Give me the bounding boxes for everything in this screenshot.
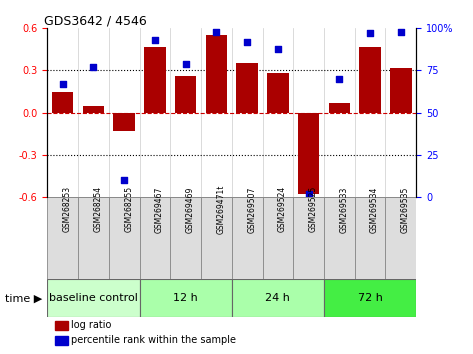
Bar [52, 92, 73, 113]
Bar [78, 197, 109, 279]
Bar [263, 197, 293, 279]
Bar [329, 103, 350, 113]
Bar [390, 68, 412, 113]
Point [90, 64, 97, 70]
Bar [55, 321, 68, 330]
Text: GSM269524: GSM269524 [278, 186, 287, 233]
Text: GSM268254: GSM268254 [94, 186, 103, 233]
Text: GSM269471t: GSM269471t [217, 185, 226, 234]
Bar [55, 336, 68, 344]
Text: GSM269469: GSM269469 [185, 186, 195, 233]
Bar [83, 105, 104, 113]
Bar [201, 197, 232, 279]
Bar [355, 197, 385, 279]
Text: GSM269525: GSM269525 [308, 186, 318, 233]
Bar [140, 279, 232, 317]
Text: GSM269534: GSM269534 [370, 186, 379, 233]
Text: percentile rank within the sample: percentile rank within the sample [71, 335, 236, 345]
Point [213, 29, 220, 35]
Text: GSM268253: GSM268253 [62, 186, 72, 233]
Text: GSM269533: GSM269533 [340, 186, 349, 233]
Point [120, 177, 128, 183]
Bar [47, 197, 78, 279]
Point [151, 37, 159, 43]
Point [397, 29, 405, 35]
Point [182, 61, 189, 67]
Text: 72 h: 72 h [358, 293, 383, 303]
Text: GSM269467: GSM269467 [155, 186, 164, 233]
Text: GDS3642 / 4546: GDS3642 / 4546 [44, 14, 146, 27]
Point [305, 191, 312, 196]
Bar [47, 279, 140, 317]
Bar [298, 113, 319, 194]
Text: 24 h: 24 h [265, 293, 290, 303]
Bar [170, 197, 201, 279]
Bar [109, 197, 140, 279]
Bar [206, 35, 227, 113]
Bar [385, 197, 416, 279]
Bar [293, 197, 324, 279]
Text: GSM268255: GSM268255 [124, 186, 133, 233]
Bar [232, 197, 263, 279]
Bar [175, 76, 196, 113]
Text: 12 h: 12 h [173, 293, 198, 303]
Bar [114, 113, 135, 131]
Text: GSM269535: GSM269535 [401, 186, 410, 233]
Point [274, 46, 282, 51]
Text: baseline control: baseline control [49, 293, 138, 303]
Bar [359, 47, 381, 113]
Point [59, 81, 66, 87]
Point [336, 76, 343, 82]
Text: GSM269507: GSM269507 [247, 186, 256, 233]
Text: time ▶: time ▶ [5, 293, 42, 303]
Text: log ratio: log ratio [71, 320, 112, 330]
Bar [144, 47, 166, 113]
Point [243, 39, 251, 45]
Bar [324, 279, 416, 317]
Bar [236, 63, 258, 113]
Bar [232, 279, 324, 317]
Bar [140, 197, 170, 279]
Point [366, 30, 374, 36]
Bar [324, 197, 355, 279]
Bar [267, 73, 289, 113]
